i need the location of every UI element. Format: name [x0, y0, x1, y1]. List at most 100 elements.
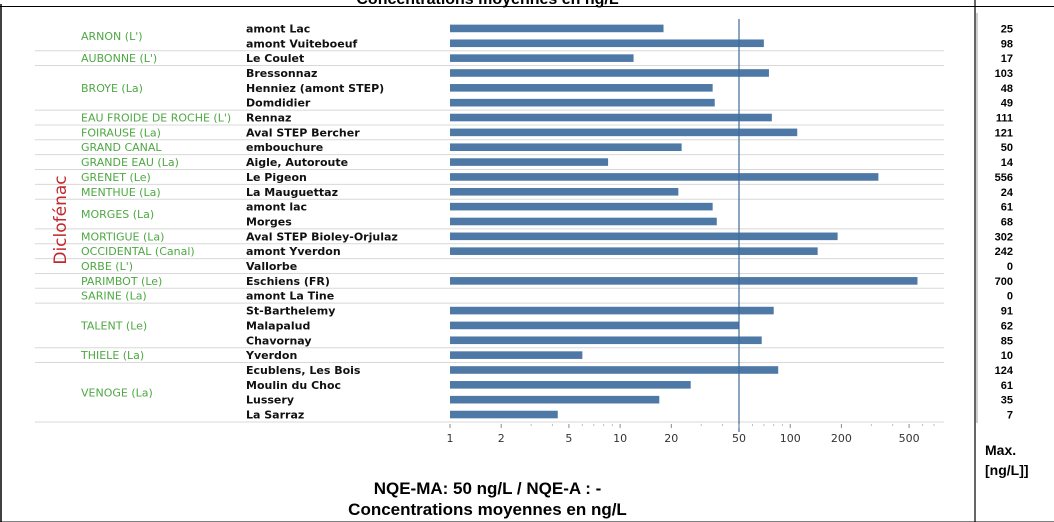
river-label: GRAND CANAL [81, 141, 162, 154]
river-label: VENOGE (La) [81, 386, 153, 399]
station-label: Rennaz [246, 112, 291, 125]
data-bar [450, 187, 679, 196]
x-tick-label: 20 [664, 432, 678, 445]
max-value: 25 [1001, 23, 1013, 35]
max-value: 0 [1007, 261, 1013, 273]
station-label: Le Coulet [246, 52, 304, 65]
data-bar [450, 410, 558, 419]
river-label: FOIRAUSE (La) [81, 126, 161, 139]
data-bar [450, 351, 583, 359]
max-value: 700 [995, 276, 1013, 288]
station-label: Aval STEP Bercher [246, 126, 360, 139]
station-label: Domdidier [246, 97, 311, 110]
max-value: 62 [1001, 320, 1013, 332]
nqe-subtitle: NQE-MA: 50 ng/L / NQE-A : - [373, 479, 602, 498]
max-value: 556 [995, 172, 1013, 184]
x-tick-label: 100 [780, 432, 801, 445]
data-bar [450, 381, 691, 389]
x-tick-label: 5 [565, 432, 572, 445]
data-bar [450, 54, 634, 62]
data-bar [450, 39, 764, 48]
river-label: EAU FROIDE DE ROCHE (L') [81, 112, 231, 125]
station-label: amont Yverdon [246, 245, 341, 258]
x-tick-label: 10 [613, 432, 627, 445]
river-label: BROYE (La) [81, 82, 143, 95]
river-label: MORGES (La) [81, 208, 154, 221]
station-label: La Mauguettaz [246, 186, 338, 199]
station-label: Malapalud [246, 319, 310, 332]
data-bar [450, 84, 713, 92]
top-title: Concentrations moyennes en ng/L [0, 0, 975, 9]
data-bar [450, 217, 717, 226]
x-tick-label: 2 [498, 432, 505, 445]
max-value: 61 [1001, 202, 1013, 214]
river-label: MORTIGUE (La) [81, 230, 164, 243]
data-bar [450, 173, 879, 181]
data-bar [450, 69, 769, 77]
river-label: GRANDE EAU (La) [81, 156, 179, 169]
max-value: 49 [1001, 98, 1013, 110]
station-label: Yverdon [245, 349, 297, 362]
data-bar [450, 158, 609, 166]
data-bar [450, 366, 779, 374]
data-bar [450, 24, 664, 33]
station-label: Aval STEP Bioley-Orjulaz [246, 230, 398, 243]
river-label: MENTHUE (La) [81, 186, 161, 199]
station-label: Aigle, Autoroute [246, 156, 348, 169]
station-label: amont lac [246, 201, 307, 214]
river-label: ARNON (L') [81, 30, 143, 43]
max-value: 24 [1001, 187, 1014, 199]
station-label: Le Pigeon [246, 171, 307, 184]
station-label: amont La Tine [246, 290, 334, 303]
data-bar [450, 128, 798, 137]
station-label: amont Vuiteboeuf [246, 37, 358, 50]
max-value: 124 [995, 365, 1014, 377]
station-label: Ecublens, Les Bois [246, 364, 361, 377]
x-tick-label: 1 [447, 432, 454, 445]
station-label: Bressonnaz [246, 67, 317, 80]
max-label-line2: [ng/L]] [985, 462, 1029, 478]
station-label: Vallorbe [246, 260, 297, 273]
river-label: TALENT (Le) [80, 319, 147, 332]
max-value: 103 [995, 68, 1013, 80]
max-value: 7 [1007, 410, 1013, 422]
max-column-guide [976, 13, 978, 423]
station-label: Lussery [246, 394, 294, 407]
data-bar [450, 247, 818, 255]
station-label: Chavornay [246, 334, 312, 347]
max-value: 98 [1001, 38, 1013, 50]
data-bar [450, 202, 713, 211]
x-tick-label: 500 [899, 432, 920, 445]
chart-caption: Concentrations moyennes en ng/L [348, 500, 627, 519]
station-label: La Sarraz [246, 409, 304, 422]
max-value: 91 [1001, 306, 1013, 318]
river-label: AUBONNE (L') [81, 52, 157, 65]
station-label: Eschiens (FR) [246, 275, 330, 288]
max-value: 111 [996, 113, 1013, 125]
data-bar [450, 395, 660, 404]
station-label: Moulin du Choc [246, 379, 341, 392]
data-bar [450, 98, 715, 107]
station-label: amont Lac [246, 22, 310, 35]
river-label: OCCIDENTAL (Canal) [81, 245, 195, 258]
max-value: 48 [1001, 83, 1013, 95]
max-column-label: Max. [ng/L]] [985, 440, 1053, 480]
river-label: SARINE (La) [81, 290, 147, 303]
station-label: Morges [246, 215, 292, 228]
max-value: 35 [1001, 395, 1013, 407]
max-value: 0 [1007, 291, 1013, 303]
data-bar [450, 277, 918, 285]
data-bar [450, 113, 772, 122]
max-value: 50 [1001, 142, 1013, 154]
river-label: THIELE (La) [80, 349, 144, 362]
max-value: 302 [995, 231, 1013, 243]
max-value: 121 [995, 127, 1013, 139]
data-bar [450, 321, 739, 330]
station-label: St-Barthelemy [246, 305, 335, 318]
data-bar [450, 143, 682, 152]
river-label: GRENET (Le) [81, 171, 151, 184]
river-label: PARIMBOT (Le) [81, 275, 162, 288]
max-value: 14 [1001, 157, 1014, 169]
